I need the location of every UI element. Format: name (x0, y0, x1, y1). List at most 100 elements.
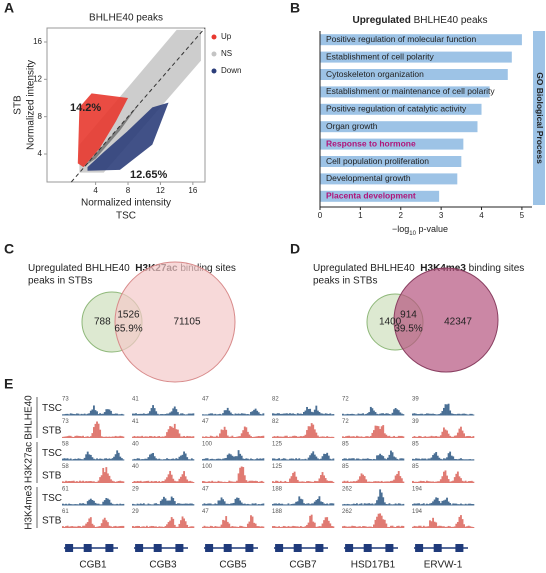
signal-bar (363, 503, 366, 506)
signal-bar (250, 436, 252, 438)
signal-bar (175, 409, 178, 416)
signal-bar (169, 470, 172, 483)
x-tick-label: 8 (126, 186, 131, 195)
signal-bar (313, 454, 316, 461)
signal-bar (208, 459, 211, 461)
signal-bar (388, 454, 391, 461)
signal-bar (161, 499, 164, 506)
signal-bar (208, 437, 211, 438)
signal-bar (186, 414, 189, 416)
signal-bar (439, 479, 442, 483)
signal-bar (229, 412, 232, 416)
signal-bar (254, 480, 257, 483)
signal-bar (65, 503, 67, 506)
signal-bar (106, 409, 109, 416)
signal-bar (366, 481, 369, 483)
signal-bar (110, 502, 112, 506)
signal-bar (257, 481, 260, 483)
signal-bar (419, 413, 422, 416)
side-box (533, 31, 545, 205)
signal-bar (167, 429, 170, 438)
signal-bar (217, 500, 220, 506)
signal-bar (281, 503, 284, 506)
signal-bar (239, 436, 242, 438)
signal-bar (219, 500, 221, 506)
signal-bar (209, 413, 212, 416)
signal-bar (430, 502, 433, 506)
signal-bar (211, 436, 214, 438)
signal-bar (416, 481, 419, 483)
signal-bar (382, 456, 385, 461)
signal-bar (242, 467, 245, 483)
panel-letter: C (4, 241, 14, 257)
bar (320, 34, 522, 46)
signal-bar (366, 458, 369, 461)
signal-bar (66, 413, 69, 416)
signal-bar (209, 481, 212, 483)
signal-bar (158, 436, 161, 438)
signal-bar (260, 414, 263, 416)
signal-bar (272, 413, 274, 416)
signal-bar (257, 412, 260, 416)
signal-bar (82, 414, 84, 416)
track-scale: 85 (412, 464, 419, 470)
signal-bar (386, 457, 389, 461)
signal-bar (295, 526, 298, 528)
signal-bar (233, 481, 235, 483)
signal-bar (91, 481, 94, 483)
signal-bar (278, 503, 281, 506)
gene-label: HSD17B1 (351, 560, 396, 571)
signal-bar (69, 458, 72, 461)
signal-bar (396, 504, 399, 506)
signal-bar (251, 503, 254, 506)
signal-bar (142, 459, 145, 461)
signal-bar (309, 481, 312, 483)
panel-letter: D (290, 241, 300, 257)
signal-bar (245, 427, 248, 438)
signal-bar (190, 503, 193, 506)
signal-bar (386, 481, 389, 483)
signal-bar (390, 450, 392, 461)
title-part: Upregulated BHLHE40 (28, 263, 130, 274)
signal-bar (281, 526, 284, 528)
signal-bar (85, 504, 88, 506)
track-scale: 188 (272, 509, 283, 515)
signal-bar (262, 503, 265, 506)
bar (320, 51, 512, 63)
signal-bar (176, 412, 179, 416)
signal-bar (469, 413, 472, 416)
signal-bar (240, 466, 243, 483)
signal-bar (156, 459, 159, 461)
signal-bar (396, 409, 399, 416)
signal-bar (173, 524, 176, 528)
track-scale: 194 (412, 509, 423, 515)
signal-bar (351, 436, 354, 438)
signal-bar (189, 503, 192, 506)
signal-bar (460, 478, 462, 483)
title-rest: BHLHE40 peaks (414, 15, 488, 26)
signal-bar (330, 459, 333, 461)
signal-bar (293, 459, 296, 461)
signal-bar (320, 501, 322, 506)
signal-bar (293, 471, 296, 483)
signal-bar (281, 458, 284, 461)
signal-bar (287, 459, 290, 461)
signal-bar (436, 436, 439, 438)
signal-bar (383, 458, 386, 461)
signal-bar (390, 436, 392, 438)
signal-bar (71, 480, 74, 483)
signal-bar (251, 436, 254, 438)
signal-bar (349, 481, 352, 483)
signal-bar (461, 413, 464, 416)
signal-bar (312, 424, 315, 438)
signal-bar (469, 526, 472, 528)
signal-bar (443, 427, 445, 438)
signal-bar (306, 459, 308, 461)
signal-bar (345, 504, 347, 506)
signal-bar (178, 414, 181, 416)
signal-bar (463, 504, 465, 506)
signal-bar (374, 459, 377, 461)
signal-bar (186, 435, 189, 438)
signal-bar (175, 429, 178, 438)
signal-bar (102, 501, 105, 506)
